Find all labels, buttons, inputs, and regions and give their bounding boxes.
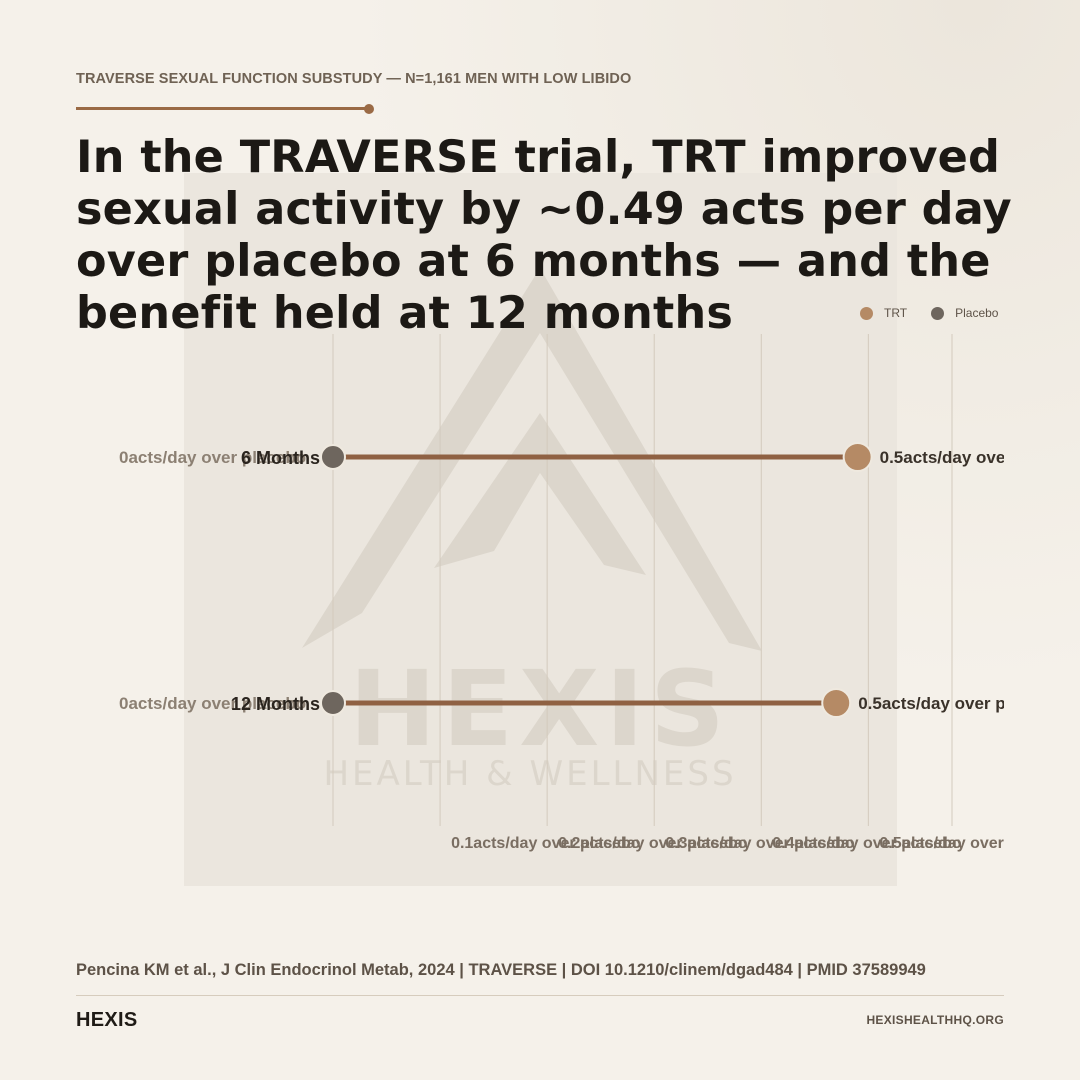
citation: Pencina KM et al., J Clin Endocrinol Met… (76, 961, 926, 979)
category-label: 12 Months (231, 694, 320, 714)
dot-trt (821, 688, 852, 718)
watermark-logo-inner (434, 413, 646, 575)
footer-site-link[interactable]: HEXISHEALTHHQ.ORG (866, 1013, 1004, 1027)
legend-item-trt: TRT (860, 306, 907, 320)
dot-placebo (320, 690, 346, 716)
dot-placebo (320, 444, 346, 470)
watermark-logo-mark (302, 268, 762, 651)
legend-item-placebo: Placebo (931, 306, 998, 320)
x-tick-label: 0.2acts/day over placebo (558, 835, 748, 852)
x-tick-label: 0.4acts/day over placebo (772, 835, 962, 852)
legend-swatch-placebo (931, 306, 945, 320)
accent-dot (364, 104, 374, 114)
chart-legend: TRT Placebo (860, 306, 1004, 320)
footer-divider (76, 995, 1004, 996)
placebo-value-label: 0acts/day over placebo (119, 448, 306, 467)
legend-label-placebo: Placebo (955, 306, 999, 320)
dot-trt (842, 442, 873, 472)
footer-brand: HEXIS (76, 1009, 138, 1031)
watermark: HEXIS HEALTH & WELLNESS (184, 173, 897, 886)
headline: In the TRAVERSE trial, TRT improved sexu… (76, 132, 1012, 339)
x-tick-label: 0.3acts/day over placebo (665, 835, 855, 852)
study-eyebrow: TRAVERSE SEXUAL FUNCTION SUBSTUDY — N=1,… (76, 71, 632, 87)
x-tick-label: 0.1acts/day over placebo (451, 835, 641, 852)
legend-label-trt: TRT (884, 306, 908, 320)
category-label: 6 Months (241, 448, 320, 468)
watermark-tagline: HEALTH & WELLNESS (323, 754, 736, 794)
watermark-brand: HEXIS (349, 648, 731, 770)
accent-rule (76, 107, 368, 110)
x-tick-label: 0.5acts/day over placebo (879, 835, 1069, 852)
placebo-value-label: 0acts/day over placebo (119, 694, 306, 713)
legend-swatch-trt (860, 306, 873, 320)
trt-value-label: 0.5acts/day over placebo (858, 694, 1059, 713)
trt-value-label: 0.5acts/day over placebo (880, 448, 1080, 467)
